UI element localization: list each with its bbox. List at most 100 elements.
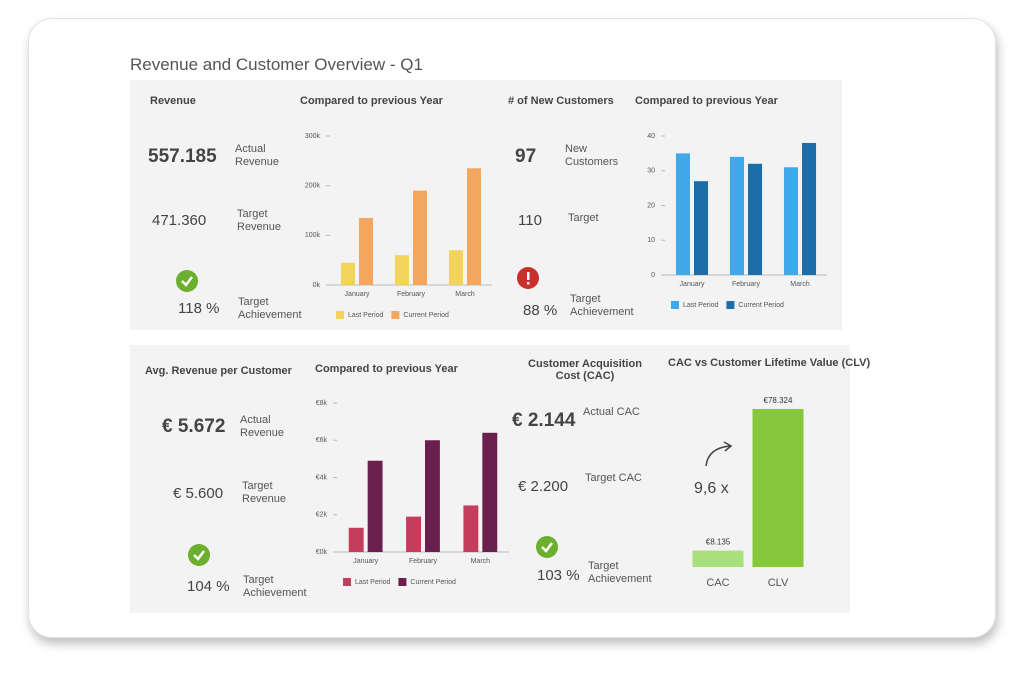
legend-label: Current Period bbox=[410, 579, 456, 586]
bar bbox=[748, 163, 763, 275]
alert-mark bbox=[527, 272, 530, 285]
kpi-label: Actual Revenue bbox=[235, 143, 280, 168]
value-label: €8.135 bbox=[706, 538, 731, 547]
y-tick-label: 100k bbox=[305, 232, 321, 239]
kpi-value: € 5.600 bbox=[173, 485, 224, 502]
bar bbox=[692, 550, 744, 567]
chart-title: Compared to previous Year bbox=[315, 363, 458, 375]
y-tick-label: 30 bbox=[647, 168, 655, 175]
bar bbox=[406, 516, 421, 552]
avg-revenue-chart: €0k €2k €4k €6k €8k January February March Last … bbox=[316, 400, 509, 586]
chart-title: CAC vs Customer Lifetime Value (CLV) bbox=[668, 357, 871, 369]
kpi-value: 557.185 bbox=[148, 146, 217, 167]
revenue-chart: 0k 100k 200k 300k January February March Last P… bbox=[305, 133, 492, 319]
bar bbox=[367, 460, 383, 552]
y-tick-label: 10 bbox=[647, 237, 655, 244]
dashboard-title: Revenue and Customer Overview - Q1 bbox=[130, 55, 423, 74]
panel-title: Revenue bbox=[150, 95, 196, 107]
customers-chart: 0 10 20 30 40 January February March Last Period… bbox=[647, 133, 827, 309]
x-tick-label: February bbox=[732, 281, 761, 288]
kpi-label: Target Achievement bbox=[588, 560, 652, 585]
bar bbox=[783, 167, 798, 275]
x-tick-label: March bbox=[790, 281, 810, 288]
value-label: €78.324 bbox=[764, 396, 793, 405]
panel-title: # of New Customers bbox=[508, 95, 614, 107]
x-tick-label: CAC bbox=[706, 577, 729, 589]
kpi-label: Target Revenue bbox=[242, 480, 287, 505]
y-tick-label: 200k bbox=[305, 183, 321, 190]
bar bbox=[463, 505, 479, 552]
bar bbox=[729, 156, 744, 275]
check-mark bbox=[541, 542, 553, 553]
bar bbox=[348, 527, 364, 552]
kpi-value: € 2.200 bbox=[518, 478, 569, 495]
x-tick-label: January bbox=[353, 558, 378, 565]
panel-title: Customer Acquisition Cost (CAC) bbox=[528, 358, 642, 382]
legend-swatch bbox=[671, 301, 679, 309]
legend-label: Last Period bbox=[683, 302, 719, 309]
kpi-value: 471.360 bbox=[152, 212, 207, 229]
chart-title: Compared to previous Year bbox=[300, 95, 443, 107]
y-tick-label: €0k bbox=[316, 549, 328, 556]
bar bbox=[467, 168, 482, 285]
kpi-value: 103 % bbox=[537, 567, 580, 584]
bar bbox=[802, 142, 817, 275]
chart-title: Compared to previous Year bbox=[635, 95, 778, 107]
kpi-label: Target Achievement bbox=[570, 293, 634, 318]
x-tick-label: January bbox=[345, 291, 370, 298]
arrow-icon bbox=[705, 441, 733, 467]
ratio-annotation: 9,6 x bbox=[694, 480, 729, 497]
kpi-label: Target Revenue bbox=[237, 208, 282, 233]
legend-label: Current Period bbox=[738, 302, 784, 309]
kpi-label: Target CAC bbox=[585, 472, 642, 484]
kpi-value: 88 % bbox=[523, 302, 558, 319]
kpi-value: 97 bbox=[515, 146, 537, 167]
check-mark bbox=[193, 550, 205, 561]
x-tick-label: February bbox=[409, 558, 438, 565]
kpi-value: 118 % bbox=[178, 300, 220, 317]
bar bbox=[359, 217, 374, 285]
y-tick-label: 0k bbox=[313, 282, 321, 289]
kpi-label: New Customers bbox=[565, 143, 619, 168]
bar bbox=[413, 190, 428, 285]
bar bbox=[394, 255, 409, 285]
bar bbox=[694, 181, 709, 275]
kpi-value: 110 bbox=[518, 212, 542, 229]
legend-swatch bbox=[343, 578, 351, 586]
y-tick-label: €8k bbox=[316, 400, 328, 407]
legend-label: Current Period bbox=[403, 312, 449, 319]
cac-clv-chart: CAC €8.135 CLV €78.324 bbox=[692, 396, 804, 589]
x-tick-label: January bbox=[680, 281, 705, 288]
y-tick-label: 40 bbox=[647, 133, 655, 140]
status-icon bbox=[176, 270, 198, 292]
kpi-label: Target Achievement bbox=[238, 296, 302, 321]
panel-row-top bbox=[130, 80, 842, 330]
status-icon bbox=[188, 544, 210, 566]
x-tick-label: March bbox=[455, 291, 475, 298]
legend-label: Last Period bbox=[348, 312, 384, 319]
status-icon bbox=[536, 536, 558, 558]
legend-swatch bbox=[391, 311, 400, 319]
kpi-value: € 2.144 bbox=[512, 410, 576, 431]
bar bbox=[482, 432, 498, 552]
kpi-label: Target bbox=[568, 212, 599, 224]
legend-swatch bbox=[398, 578, 407, 586]
y-tick-label: 300k bbox=[305, 133, 321, 140]
status-icon bbox=[517, 267, 539, 289]
y-tick-label: €4k bbox=[316, 474, 328, 481]
legend-swatch bbox=[336, 311, 344, 319]
bar bbox=[425, 440, 440, 552]
kpi-label: Target Achievement bbox=[243, 574, 307, 599]
x-tick-label: CLV bbox=[768, 577, 789, 589]
kpi-label: Actual Revenue bbox=[240, 414, 285, 439]
panel-title: Avg. Revenue per Customer bbox=[145, 365, 292, 377]
y-tick-label: 20 bbox=[647, 202, 655, 209]
legend-swatch bbox=[726, 301, 735, 309]
x-tick-label: February bbox=[397, 291, 426, 298]
bar bbox=[340, 262, 355, 285]
check-mark bbox=[181, 276, 193, 287]
bar bbox=[752, 409, 804, 567]
legend-label: Last Period bbox=[355, 579, 391, 586]
bar bbox=[675, 153, 690, 275]
